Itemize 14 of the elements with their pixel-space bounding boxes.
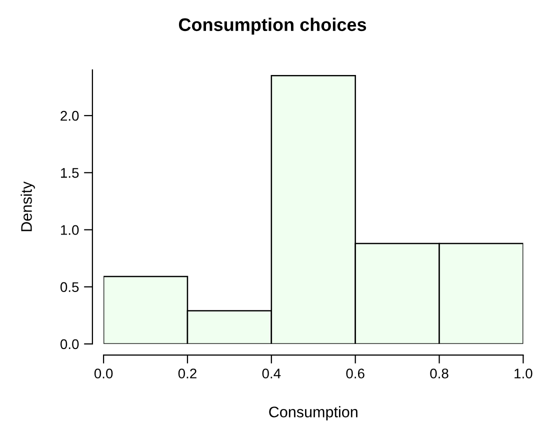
x-axis-title: Consumption xyxy=(269,406,358,420)
x-tick-label: 0.6 xyxy=(346,368,364,378)
x-tick-label: 0.4 xyxy=(262,368,281,378)
y-tick-label: 2.0 xyxy=(60,110,79,121)
x-tick-label: 0.2 xyxy=(178,368,196,378)
y-tick-label: 0.0 xyxy=(60,339,79,350)
y-axis-title: Density xyxy=(20,181,35,232)
y-tick-label: 0.5 xyxy=(60,282,79,292)
y-tick-label: 1.5 xyxy=(61,168,79,178)
chart-title: Consumption choices xyxy=(178,18,366,35)
x-tick-label: 0.0 xyxy=(94,368,113,378)
x-tick-label: 1.0 xyxy=(514,368,532,378)
x-tick-label: 0.8 xyxy=(430,368,448,378)
y-tick-label: 1.0 xyxy=(61,225,79,235)
